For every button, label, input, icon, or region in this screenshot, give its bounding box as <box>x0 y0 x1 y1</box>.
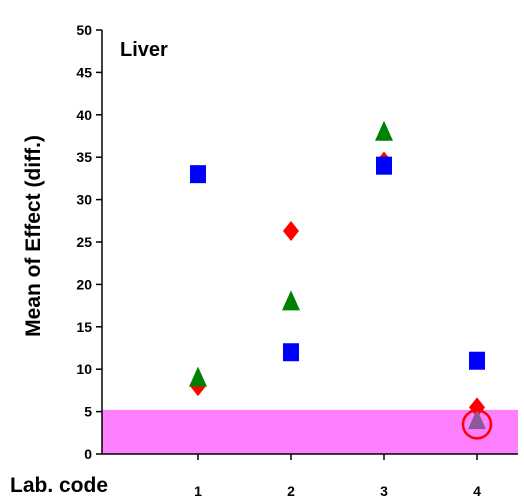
triangle-marker <box>375 120 393 141</box>
panel-title: Liver <box>120 39 168 61</box>
diamond-marker <box>283 220 299 241</box>
square-marker <box>376 156 392 175</box>
triangle-marker <box>468 409 486 430</box>
highlight-circle <box>461 409 493 440</box>
axis-layer <box>96 29 518 460</box>
triangle-marker <box>189 366 207 387</box>
x-tick-label: 4 <box>473 483 481 499</box>
y-tick-label: 10 <box>76 361 92 377</box>
x-axis-label: Lab. code <box>10 474 108 497</box>
y-tick-label: 5 <box>84 404 92 420</box>
data-points <box>189 120 486 430</box>
square-marker <box>283 343 299 362</box>
y-tick-label: 15 <box>76 319 92 335</box>
annotations <box>461 409 493 440</box>
x-tick-label: 1 <box>194 483 202 499</box>
diamond-marker <box>469 397 485 418</box>
y-tick-label: 0 <box>84 446 92 462</box>
square-marker <box>190 165 206 184</box>
band-layer <box>102 409 518 454</box>
y-tick-label: 25 <box>76 234 92 250</box>
y-tick-label: 50 <box>76 22 92 38</box>
square-marker <box>469 351 485 370</box>
y-tick-labels: 0 5 10 15 20 25 30 35 40 45 50 <box>76 22 92 462</box>
y-tick-label: 20 <box>76 276 92 292</box>
y-tick-label: 40 <box>76 107 92 123</box>
y-axis-label: Mean of Effect (diff.) <box>22 135 45 337</box>
y-tick-label: 30 <box>76 192 92 208</box>
y-tick-label: 35 <box>76 149 92 165</box>
x-tick-labels: 1 2 3 4 <box>194 483 481 499</box>
highlight-band <box>102 409 518 454</box>
x-tick-label: 2 <box>287 483 295 499</box>
y-tick-label: 45 <box>76 64 92 80</box>
triangle-marker <box>282 290 300 311</box>
x-tick-label: 3 <box>380 483 388 499</box>
